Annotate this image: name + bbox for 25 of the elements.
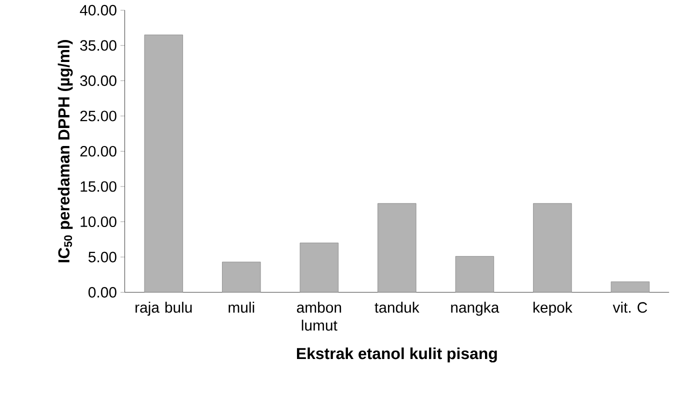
y-tick-label: 25.00: [80, 110, 116, 122]
y-tick-label: 15.00: [80, 181, 116, 192]
bar: [144, 34, 183, 293]
y-tick-label: 40.00: [80, 4, 116, 16]
x-axis-title: Ekstrak etanol kulit pisang: [296, 348, 497, 362]
y-tick-label: 35.00: [80, 40, 116, 51]
x-tick-label: kepok: [534, 302, 572, 316]
x-tick-label: raja bulu: [136, 302, 192, 316]
y-tick-label: 0.00: [88, 287, 116, 298]
y-tick-label: 20.00: [80, 146, 116, 157]
y-tick-label: 5.00: [88, 252, 116, 262]
bar: [610, 282, 650, 293]
bar: [300, 242, 338, 293]
bar: [378, 203, 416, 293]
y-axis-title: IC$_{50}$ peredaman DPPH (µg/ml): [58, 40, 73, 262]
y-tick-label: 30.00: [80, 75, 116, 86]
bar: [533, 203, 572, 293]
x-tick-label: ambon lumut: [296, 302, 342, 331]
bar: [455, 256, 494, 293]
x-tick-label: tanduk: [374, 302, 420, 313]
x-tick-label: vit. C: [612, 302, 648, 313]
y-tick-label: 10.00: [80, 216, 116, 228]
x-tick-label: nangka: [451, 302, 500, 316]
bar: [222, 262, 261, 293]
x-tick-label: muli: [228, 302, 254, 313]
